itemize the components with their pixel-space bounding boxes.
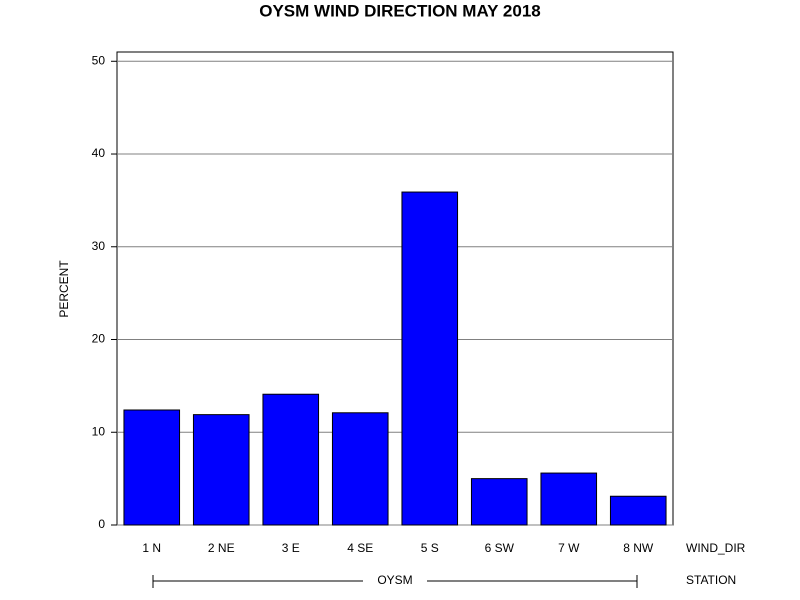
y-tick-label: 0 (98, 517, 105, 531)
x-axis-label: WIND_DIR (686, 541, 746, 555)
x-tick-label: 1 N (142, 541, 161, 555)
y-tick-label: 50 (92, 53, 106, 67)
bar (401, 191, 459, 526)
x-tick-label: 6 SW (485, 541, 515, 555)
bar (331, 412, 389, 526)
group-label: OYSM (377, 573, 412, 587)
x-tick-label: 3 E (282, 541, 300, 555)
y-tick-label: 30 (92, 239, 106, 253)
bar (123, 409, 181, 526)
y-tick-label: 20 (92, 332, 106, 346)
y-tick-label: 10 (92, 424, 106, 438)
x-tick-label: 7 W (558, 541, 580, 555)
x-tick-label: 4 SE (347, 541, 373, 555)
y-axis-label: PERCENT (57, 260, 71, 318)
x-tick-label: 8 NW (623, 541, 654, 555)
chart-title: OYSM WIND DIRECTION MAY 2018 (259, 1, 541, 20)
x-tick-label: 2 NE (208, 541, 235, 555)
group-axis-label: STATION (686, 573, 736, 587)
bar (262, 393, 320, 526)
x-tick-label: 5 S (421, 541, 439, 555)
bar (540, 472, 598, 526)
bar (192, 414, 250, 526)
bar (609, 495, 667, 526)
bar (470, 478, 528, 526)
y-tick-label: 40 (92, 146, 106, 160)
